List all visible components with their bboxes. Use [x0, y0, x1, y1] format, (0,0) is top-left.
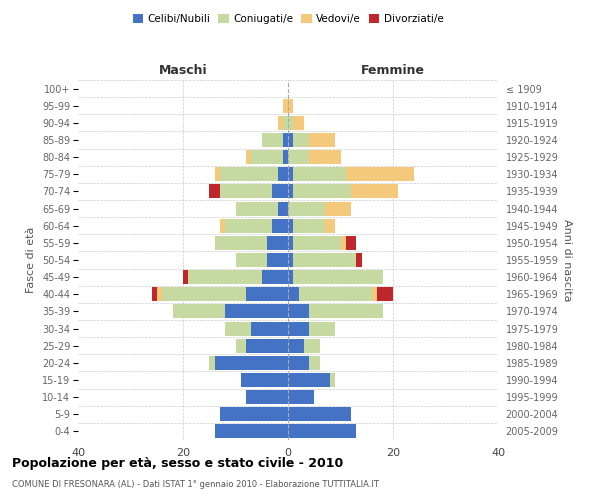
Bar	[309, 150, 341, 164]
Bar	[225, 218, 272, 232]
Bar	[215, 236, 267, 250]
Bar	[246, 150, 251, 164]
Bar	[262, 270, 288, 284]
Bar	[272, 218, 288, 232]
Bar	[356, 253, 361, 267]
Bar	[220, 218, 225, 232]
Bar	[377, 288, 393, 302]
Bar	[277, 202, 288, 215]
Bar	[288, 356, 309, 370]
Bar	[293, 116, 304, 130]
Bar	[246, 338, 288, 352]
Bar	[209, 356, 215, 370]
Bar	[288, 390, 314, 404]
Bar	[262, 133, 283, 147]
Bar	[341, 236, 346, 250]
Bar	[215, 356, 288, 370]
Bar	[225, 322, 251, 336]
Bar	[151, 288, 157, 302]
Bar	[183, 270, 188, 284]
Bar	[330, 373, 335, 387]
Bar	[288, 270, 293, 284]
Bar	[288, 98, 293, 112]
Bar	[241, 373, 288, 387]
Legend: Celibi/Nubili, Coniugati/e, Vedovi/e, Divorziati/e: Celibi/Nubili, Coniugati/e, Vedovi/e, Di…	[128, 10, 448, 29]
Bar	[309, 322, 335, 336]
Bar	[293, 236, 341, 250]
Bar	[277, 116, 283, 130]
Bar	[346, 236, 356, 250]
Bar	[304, 338, 320, 352]
Bar	[277, 168, 288, 181]
Bar	[288, 408, 351, 422]
Bar	[309, 304, 383, 318]
Bar	[288, 116, 293, 130]
Bar	[309, 133, 335, 147]
Bar	[225, 304, 288, 318]
Bar	[235, 338, 246, 352]
Bar	[251, 322, 288, 336]
Bar	[220, 408, 288, 422]
Bar	[293, 133, 309, 147]
Bar	[188, 270, 262, 284]
Bar	[288, 150, 309, 164]
Bar	[288, 236, 293, 250]
Bar	[293, 253, 356, 267]
Bar	[246, 390, 288, 404]
Bar	[283, 133, 288, 147]
Bar	[235, 202, 277, 215]
Bar	[293, 168, 346, 181]
Bar	[272, 184, 288, 198]
Bar	[288, 424, 356, 438]
Bar	[372, 288, 377, 302]
Bar	[293, 270, 383, 284]
Bar	[288, 184, 293, 198]
Bar	[288, 373, 330, 387]
Bar	[220, 168, 277, 181]
Bar	[215, 424, 288, 438]
Bar	[267, 253, 288, 267]
Y-axis label: Anni di nascita: Anni di nascita	[562, 219, 572, 301]
Bar	[283, 150, 288, 164]
Bar	[283, 116, 288, 130]
Bar	[288, 202, 325, 215]
Bar	[346, 168, 414, 181]
Bar	[220, 184, 272, 198]
Bar	[325, 202, 351, 215]
Bar	[246, 288, 288, 302]
Bar	[288, 253, 293, 267]
Text: Maschi: Maschi	[158, 64, 208, 78]
Bar	[309, 356, 320, 370]
Bar	[293, 218, 325, 232]
Text: Popolazione per età, sesso e stato civile - 2010: Popolazione per età, sesso e stato civil…	[12, 458, 343, 470]
Bar	[215, 168, 220, 181]
Bar	[293, 184, 351, 198]
Bar	[288, 338, 304, 352]
Text: COMUNE DI FRESONARA (AL) - Dati ISTAT 1° gennaio 2010 - Elaborazione TUTTITALIA.: COMUNE DI FRESONARA (AL) - Dati ISTAT 1°…	[12, 480, 379, 489]
Bar	[209, 184, 220, 198]
Bar	[173, 304, 225, 318]
Bar	[288, 168, 293, 181]
Text: Femmine: Femmine	[361, 64, 425, 78]
Bar	[288, 218, 293, 232]
Bar	[162, 288, 246, 302]
Bar	[288, 304, 309, 318]
Bar	[351, 184, 398, 198]
Bar	[288, 322, 309, 336]
Bar	[267, 236, 288, 250]
Y-axis label: Fasce di età: Fasce di età	[26, 227, 37, 293]
Bar	[299, 288, 372, 302]
Bar	[235, 253, 267, 267]
Bar	[283, 98, 288, 112]
Bar	[325, 218, 335, 232]
Bar	[251, 150, 283, 164]
Bar	[288, 288, 299, 302]
Bar	[157, 288, 162, 302]
Bar	[288, 133, 293, 147]
